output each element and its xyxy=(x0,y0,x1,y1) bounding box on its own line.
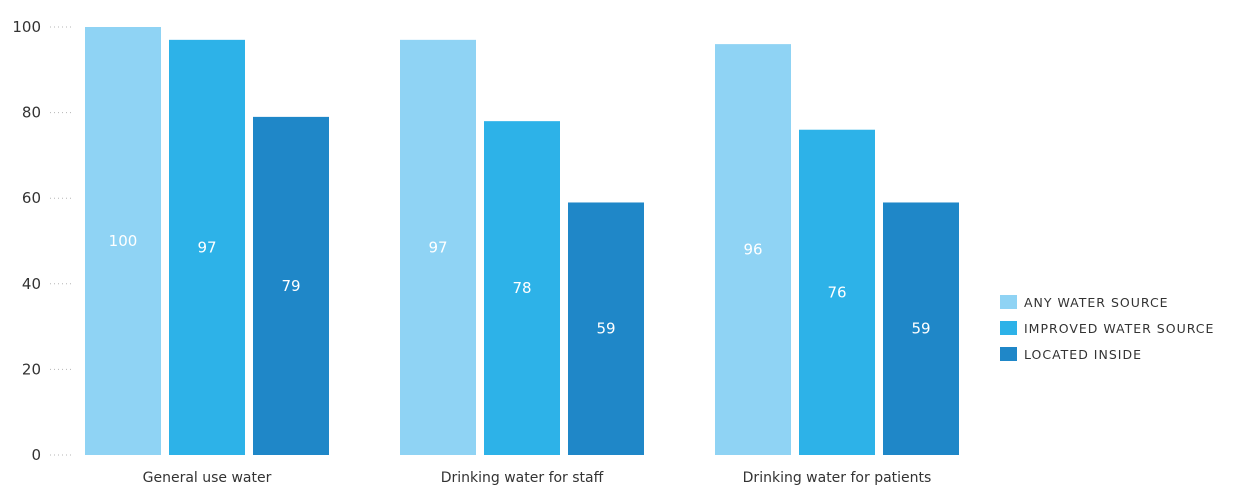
legend-label: IMPROVED WATER SOURCE xyxy=(1024,321,1214,336)
bar xyxy=(85,27,161,455)
bar xyxy=(253,116,329,455)
legend-swatch xyxy=(1000,347,1017,361)
y-tick-label: 60 xyxy=(22,189,41,207)
data-label: 100 xyxy=(109,232,138,250)
bars: 100 97 79 97 78 59 96 76 59 xyxy=(85,27,959,456)
legend-label: LOCATED INSIDE xyxy=(1024,347,1142,362)
data-label: 76 xyxy=(827,283,846,301)
bar xyxy=(883,202,959,455)
x-category-label: General use water xyxy=(143,470,272,486)
data-label: 97 xyxy=(428,238,447,256)
legend-swatch xyxy=(1000,321,1017,335)
legend: ANY WATER SOURCE IMPROVED WATER SOURCE LOC… xyxy=(1000,295,1214,362)
x-category-label: Drinking water for staff xyxy=(441,470,604,486)
x-axis: General use water Drinking water for staf… xyxy=(143,470,932,486)
data-label: 96 xyxy=(743,241,762,259)
y-tick-label: 20 xyxy=(22,360,41,378)
y-axis: 0 20 40 60 80 100 xyxy=(12,18,72,464)
y-tick-label: 80 xyxy=(22,104,41,122)
y-tick-label: 40 xyxy=(22,275,41,293)
x-category-label: Drinking water for patients xyxy=(743,470,932,486)
bar xyxy=(715,44,791,456)
bar xyxy=(484,121,560,455)
data-label: 59 xyxy=(911,320,930,338)
legend-label: ANY WATER SOURCE xyxy=(1024,295,1169,310)
data-label: 79 xyxy=(281,277,300,295)
bar xyxy=(169,39,245,456)
legend-swatch xyxy=(1000,295,1017,309)
data-label: 59 xyxy=(596,320,615,338)
bar xyxy=(568,202,644,455)
bar xyxy=(799,129,875,455)
data-label: 97 xyxy=(197,238,216,256)
data-label: 78 xyxy=(512,279,531,297)
bar xyxy=(400,39,476,456)
y-tick-label: 100 xyxy=(12,18,41,36)
y-tick-label: 0 xyxy=(31,446,41,464)
